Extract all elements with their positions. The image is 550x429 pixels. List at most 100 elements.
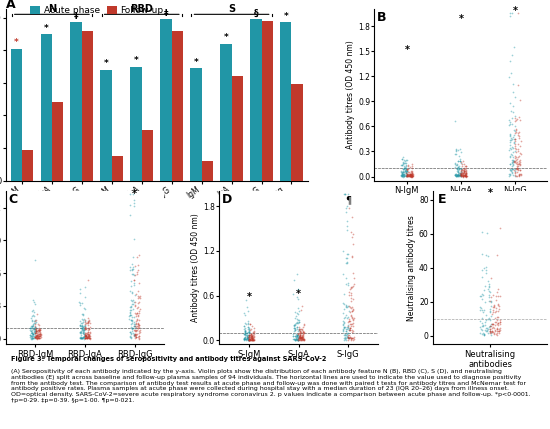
- Point: [248, 332, 256, 339]
- Point: [512, 165, 520, 172]
- Point: [240, 329, 249, 336]
- Point: [31, 323, 40, 330]
- Point: [452, 146, 461, 153]
- Point: [508, 166, 516, 172]
- Point: [242, 297, 251, 304]
- Point: [461, 167, 470, 174]
- Point: [398, 169, 407, 176]
- Point: [481, 299, 490, 305]
- Point: [83, 335, 92, 341]
- Point: [290, 336, 299, 343]
- Point: [32, 329, 41, 336]
- Bar: [52, 103, 63, 181]
- Point: [461, 162, 470, 169]
- Point: [406, 172, 415, 179]
- Point: [290, 320, 299, 327]
- Point: [295, 326, 304, 333]
- Point: [290, 325, 299, 332]
- Point: [505, 145, 514, 151]
- Point: [463, 172, 471, 179]
- Point: [505, 142, 514, 148]
- Point: [298, 333, 306, 340]
- Point: [453, 167, 462, 174]
- Point: [399, 166, 408, 172]
- Point: [453, 172, 462, 178]
- Point: [128, 325, 137, 332]
- Point: [131, 313, 140, 320]
- Point: [247, 337, 256, 344]
- Point: [400, 159, 409, 166]
- Point: [487, 320, 496, 327]
- Point: [494, 328, 503, 335]
- Point: [84, 335, 92, 342]
- Point: [125, 311, 134, 318]
- Point: [457, 171, 466, 178]
- Point: [244, 332, 253, 338]
- Point: [292, 335, 301, 342]
- Point: [344, 329, 353, 336]
- Point: [80, 320, 89, 327]
- Point: [406, 173, 415, 180]
- Point: [75, 333, 84, 340]
- Point: [244, 337, 253, 344]
- Point: [346, 284, 355, 290]
- Point: [246, 331, 255, 338]
- Point: [487, 294, 496, 301]
- Point: [408, 172, 416, 179]
- Bar: [22, 150, 34, 181]
- Point: [293, 285, 302, 292]
- Point: [405, 173, 414, 180]
- Point: [134, 316, 143, 323]
- Point: [299, 329, 308, 335]
- Point: [296, 335, 305, 341]
- Point: [461, 171, 470, 178]
- Point: [294, 335, 303, 342]
- Point: [131, 326, 140, 333]
- Point: [34, 326, 43, 333]
- Point: [348, 253, 356, 260]
- Point: [403, 171, 411, 178]
- Point: [461, 171, 470, 178]
- Point: [402, 169, 410, 175]
- Point: [488, 327, 497, 334]
- Point: [30, 298, 38, 305]
- Point: [398, 171, 407, 178]
- Point: [298, 325, 306, 332]
- Point: [81, 332, 90, 339]
- Point: [405, 172, 414, 178]
- Point: [35, 331, 43, 338]
- Point: [513, 165, 521, 172]
- Point: [408, 172, 417, 179]
- Point: [294, 335, 302, 342]
- Point: [129, 271, 138, 278]
- Point: [346, 325, 355, 332]
- Point: [243, 330, 251, 337]
- Point: [450, 171, 459, 178]
- Point: [347, 297, 356, 304]
- Point: [295, 317, 304, 323]
- Point: [509, 157, 518, 163]
- Point: [82, 332, 91, 339]
- Point: [477, 305, 486, 311]
- Point: [84, 330, 92, 337]
- Point: [402, 173, 411, 180]
- Point: [484, 316, 493, 323]
- Point: [31, 327, 40, 334]
- Point: [245, 332, 254, 339]
- Point: [493, 319, 502, 326]
- Point: [403, 171, 411, 178]
- Point: [84, 327, 92, 334]
- Point: [127, 329, 136, 336]
- Point: [402, 171, 411, 178]
- Point: [514, 9, 522, 16]
- Point: [343, 315, 351, 322]
- Point: [402, 169, 410, 176]
- Point: [494, 302, 503, 309]
- Point: [459, 170, 468, 177]
- Point: [510, 123, 519, 130]
- Point: [243, 329, 251, 336]
- Point: [246, 321, 255, 328]
- Point: [488, 329, 497, 335]
- Point: [406, 172, 415, 179]
- Point: [507, 70, 515, 77]
